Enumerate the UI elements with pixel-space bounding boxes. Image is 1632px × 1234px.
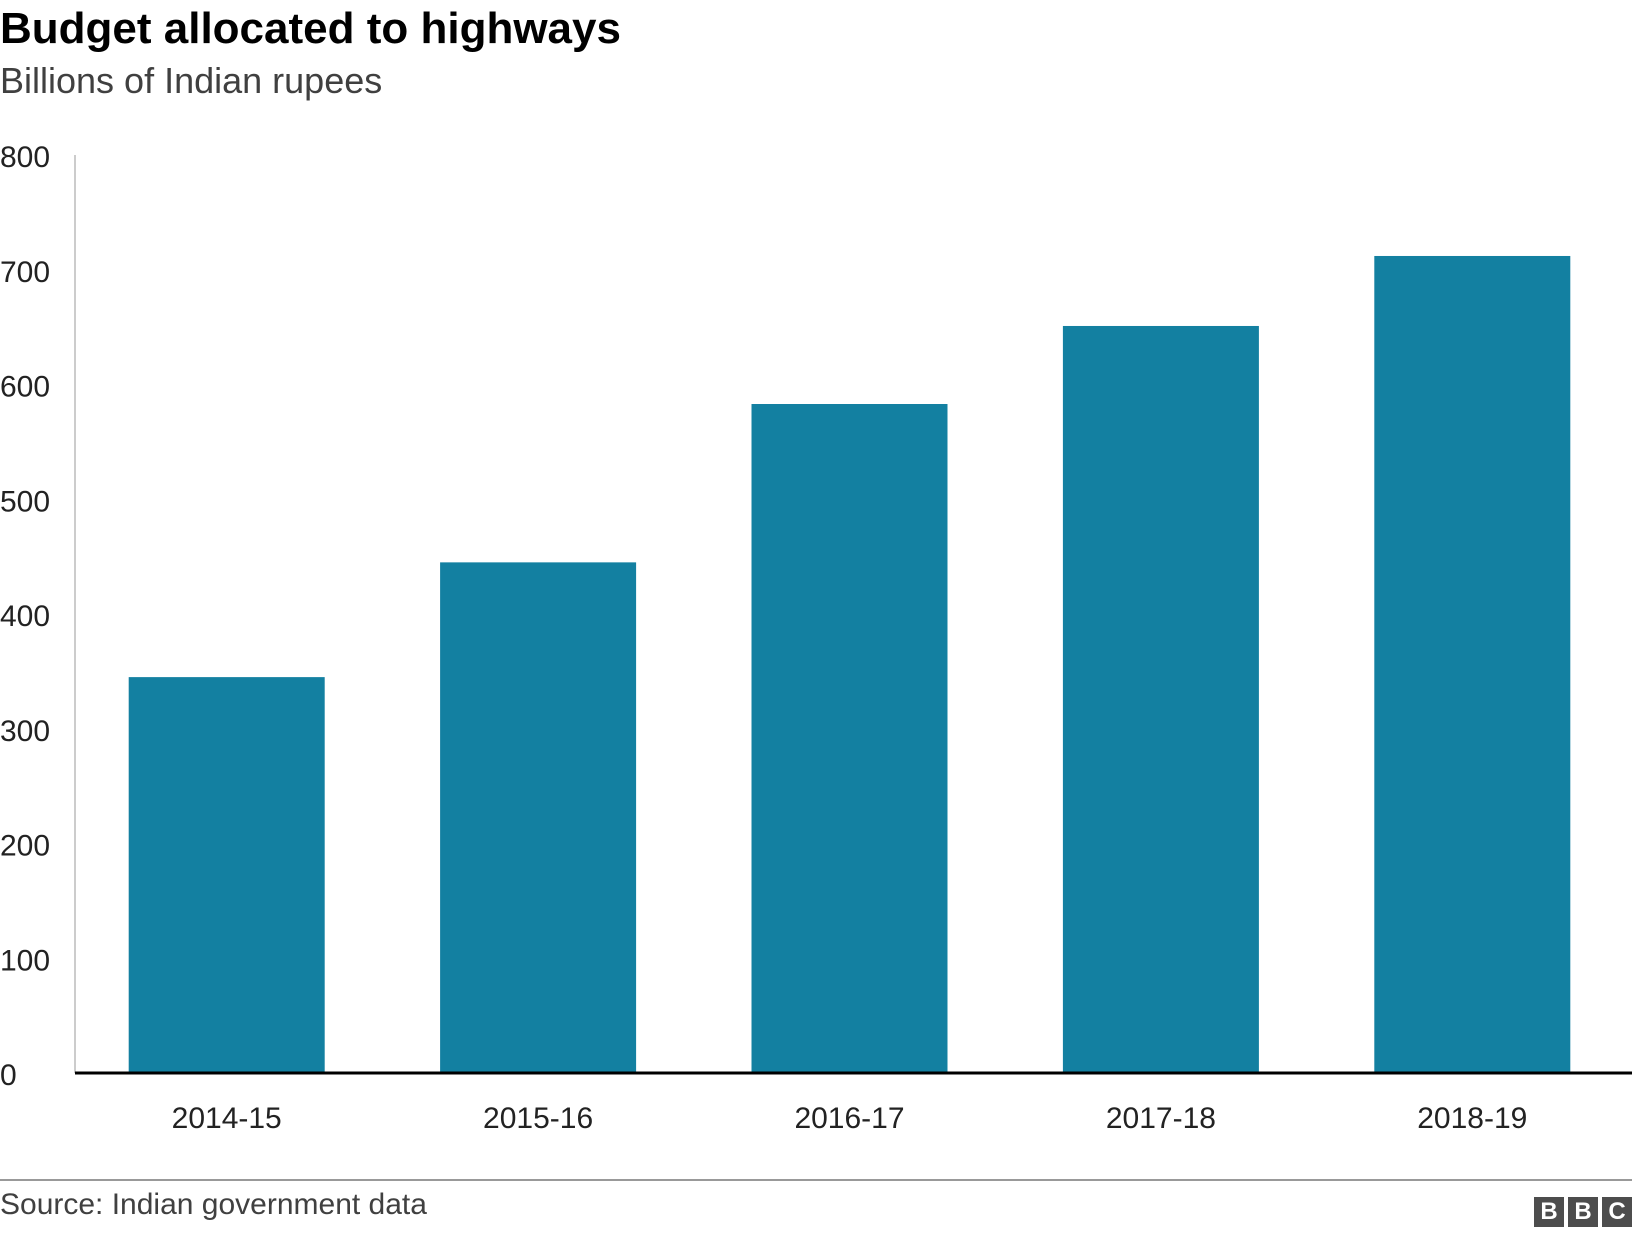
y-tick-label: 600 [0,371,50,404]
bar [440,562,637,1073]
y-tick-label: 100 [0,944,50,977]
bar [751,404,948,1073]
bar-chart: 0 100 200 300 400 500 600 700 800 2014-15 2015-16 2… [0,141,1632,1135]
source-note: Source: Indian government data [0,1188,427,1221]
bbc-logo: B B C [1534,1197,1632,1227]
y-tick-label: 500 [0,485,50,518]
y-tick-label: 300 [0,715,50,748]
x-tick-label: 2016-17 [794,1102,904,1135]
y-tick-label: 800 [0,141,50,174]
chart-subtitle: Billions of Indian rupees [0,60,383,101]
bbc-logo-letter: C [1602,1197,1632,1227]
x-tick-label: 2014-15 [172,1102,282,1135]
bar [1062,325,1259,1073]
bar [1374,255,1571,1074]
bbc-logo-letter: B [1568,1197,1598,1227]
y-tick-label: 400 [0,600,50,633]
chart-title: Budget allocated to highways [0,4,621,53]
footer-divider [0,1179,1632,1181]
x-tick-label: 2018-19 [1417,1102,1527,1135]
x-tick-label: 2017-18 [1106,1102,1216,1135]
y-tick-label: 200 [0,830,50,863]
bar [128,677,325,1073]
y-tick-label: 700 [0,256,50,289]
bbc-logo-letter: B [1534,1197,1564,1227]
y-tick-label: 0 [0,1059,17,1092]
x-tick-label: 2015-16 [483,1102,593,1135]
